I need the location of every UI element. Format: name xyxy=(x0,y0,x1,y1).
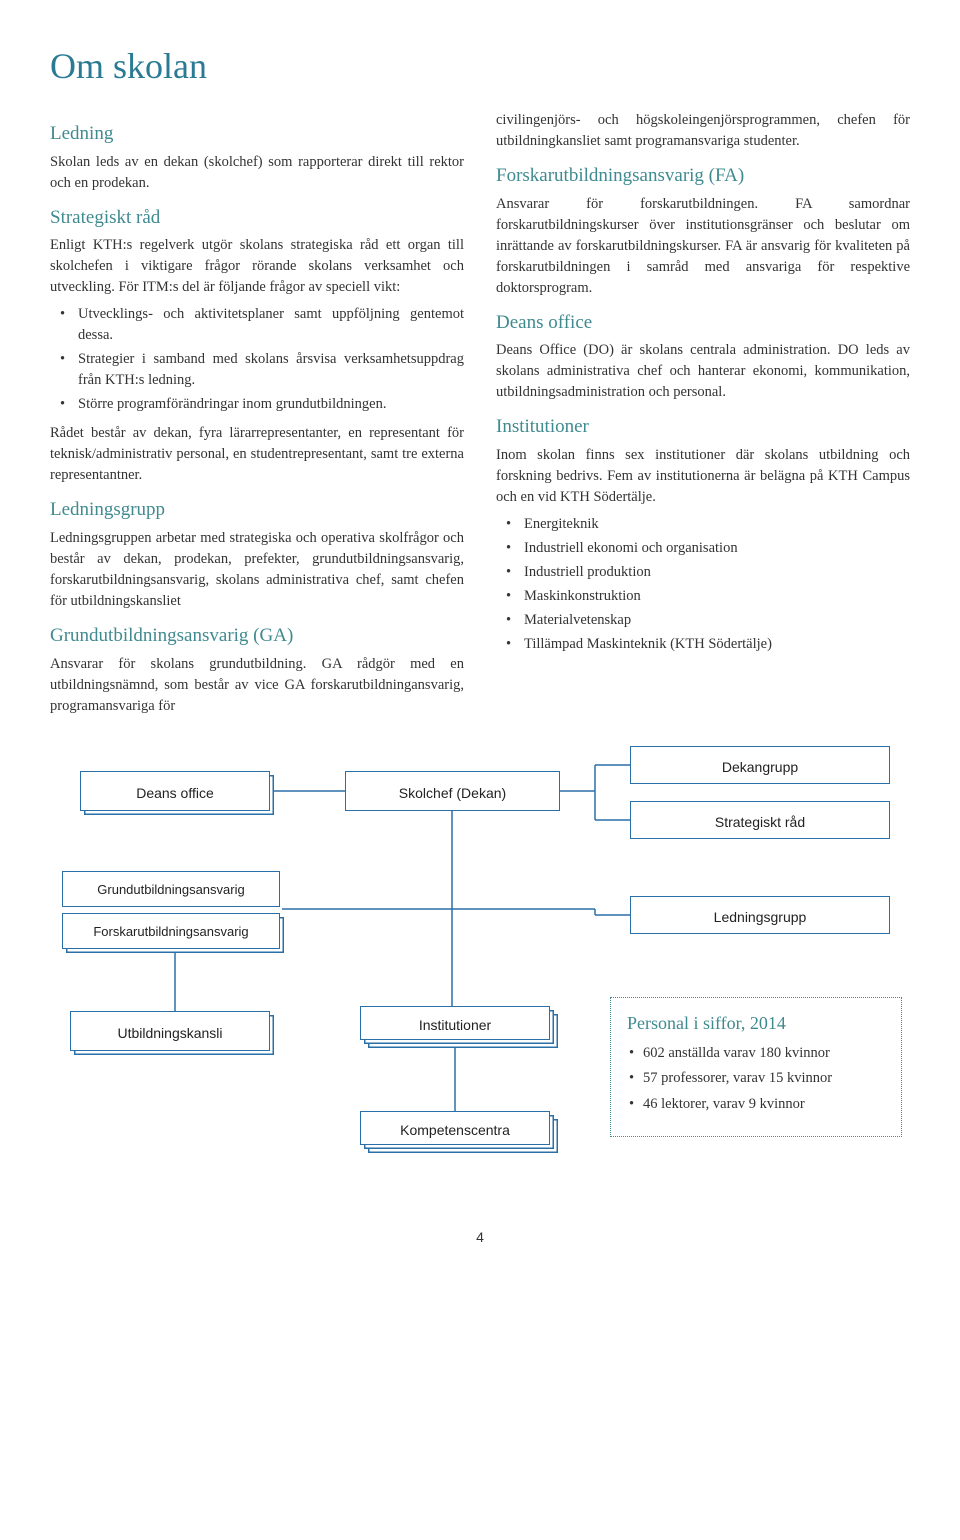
stats-title: Personal i siffor, 2014 xyxy=(627,1010,885,1036)
list-item: Energiteknik xyxy=(496,514,910,535)
strategiskt-bullets: Utvecklings- och aktivitetsplaner samt u… xyxy=(50,304,464,415)
org-node-strategiskt: Strategiskt råd xyxy=(630,801,890,839)
right-intro: civilingenjörs- och högskoleingenjörspro… xyxy=(496,110,910,152)
right-column: civilingenjörs- och högskoleingenjörspro… xyxy=(496,110,910,723)
org-node-grundutb: Grundutbildningsansvarig xyxy=(62,871,280,907)
ga-text: Ansvarar för skolans grundutbildning. GA… xyxy=(50,654,464,717)
list-item: Materialvetenskap xyxy=(496,610,910,631)
deans-heading: Deans office xyxy=(496,309,910,337)
org-node-institutioner: Institutioner xyxy=(360,1006,550,1040)
org-node-ledningsgrupp: Ledningsgrupp xyxy=(630,896,890,934)
org-node-skolchef: Skolchef (Dekan) xyxy=(345,771,560,811)
list-item: Tillämpad Maskinteknik (KTH Södertälje) xyxy=(496,634,910,655)
list-item: Maskinkonstruktion xyxy=(496,586,910,607)
inst-bullets: Energiteknik Industriell ekonomi och org… xyxy=(496,514,910,655)
stats-item: 46 lektorer, varav 9 kvinnor xyxy=(627,1095,885,1115)
fa-heading: Forskarutbildningsansvarig (FA) xyxy=(496,162,910,190)
inst-text: Inom skolan finns sex institutioner där … xyxy=(496,445,910,508)
ledningsgrupp-heading: Ledningsgrupp xyxy=(50,496,464,524)
strategiskt-text2: Rådet består av dekan, fyra lärarreprese… xyxy=(50,423,464,486)
page-title: Om skolan xyxy=(50,40,910,92)
stats-panel: Personal i siffor, 2014 602 anställda var… xyxy=(610,997,902,1138)
ga-heading: Grundutbildningsansvarig (GA) xyxy=(50,622,464,650)
stats-list: 602 anställda varav 180 kvinnor 57 profes… xyxy=(627,1044,885,1115)
fa-text: Ansvarar för forskarutbildningen. FA sam… xyxy=(496,194,910,299)
list-item: Strategier i samband med skolans årsvisa… xyxy=(50,349,464,391)
strategiskt-intro: Enligt KTH:s regelverk utgör skolans str… xyxy=(50,235,464,298)
ledning-text: Skolan leds av en dekan (skolchef) som r… xyxy=(50,152,464,194)
left-column: Ledning Skolan leds av en dekan (skolche… xyxy=(50,110,464,723)
org-node-forskarutb: Forskarutbildningsansvarig xyxy=(62,913,280,949)
ledningsgrupp-text: Ledningsgruppen arbetar med strategiska … xyxy=(50,528,464,612)
ledning-heading: Ledning xyxy=(50,120,464,148)
org-node-utbkansli: Utbildningskansli xyxy=(70,1011,270,1051)
inst-heading: Institutioner xyxy=(496,413,910,441)
org-node-deans_office: Deans office xyxy=(80,771,270,811)
page-number: 4 xyxy=(50,1227,910,1247)
list-item: Industriell ekonomi och organisation xyxy=(496,538,910,559)
list-item: Utvecklings- och aktivitetsplaner samt u… xyxy=(50,304,464,346)
strategiskt-heading: Strategiskt råd xyxy=(50,204,464,232)
org-node-kompetens: Kompetenscentra xyxy=(360,1111,550,1145)
org-node-dekangrupp: Dekangrupp xyxy=(630,746,890,784)
list-item: Industriell produktion xyxy=(496,562,910,583)
stats-item: 57 professorer, varav 15 kvinnor xyxy=(627,1069,885,1089)
deans-text: Deans Office (DO) är skolans centrala ad… xyxy=(496,340,910,403)
org-chart: Deans office Skolchef (Dekan) Dekangrupp St… xyxy=(50,741,910,1221)
stats-item: 602 anställda varav 180 kvinnor xyxy=(627,1044,885,1064)
two-column-layout: Ledning Skolan leds av en dekan (skolche… xyxy=(50,110,910,723)
list-item: Större programförändringar inom grundutb… xyxy=(50,394,464,415)
